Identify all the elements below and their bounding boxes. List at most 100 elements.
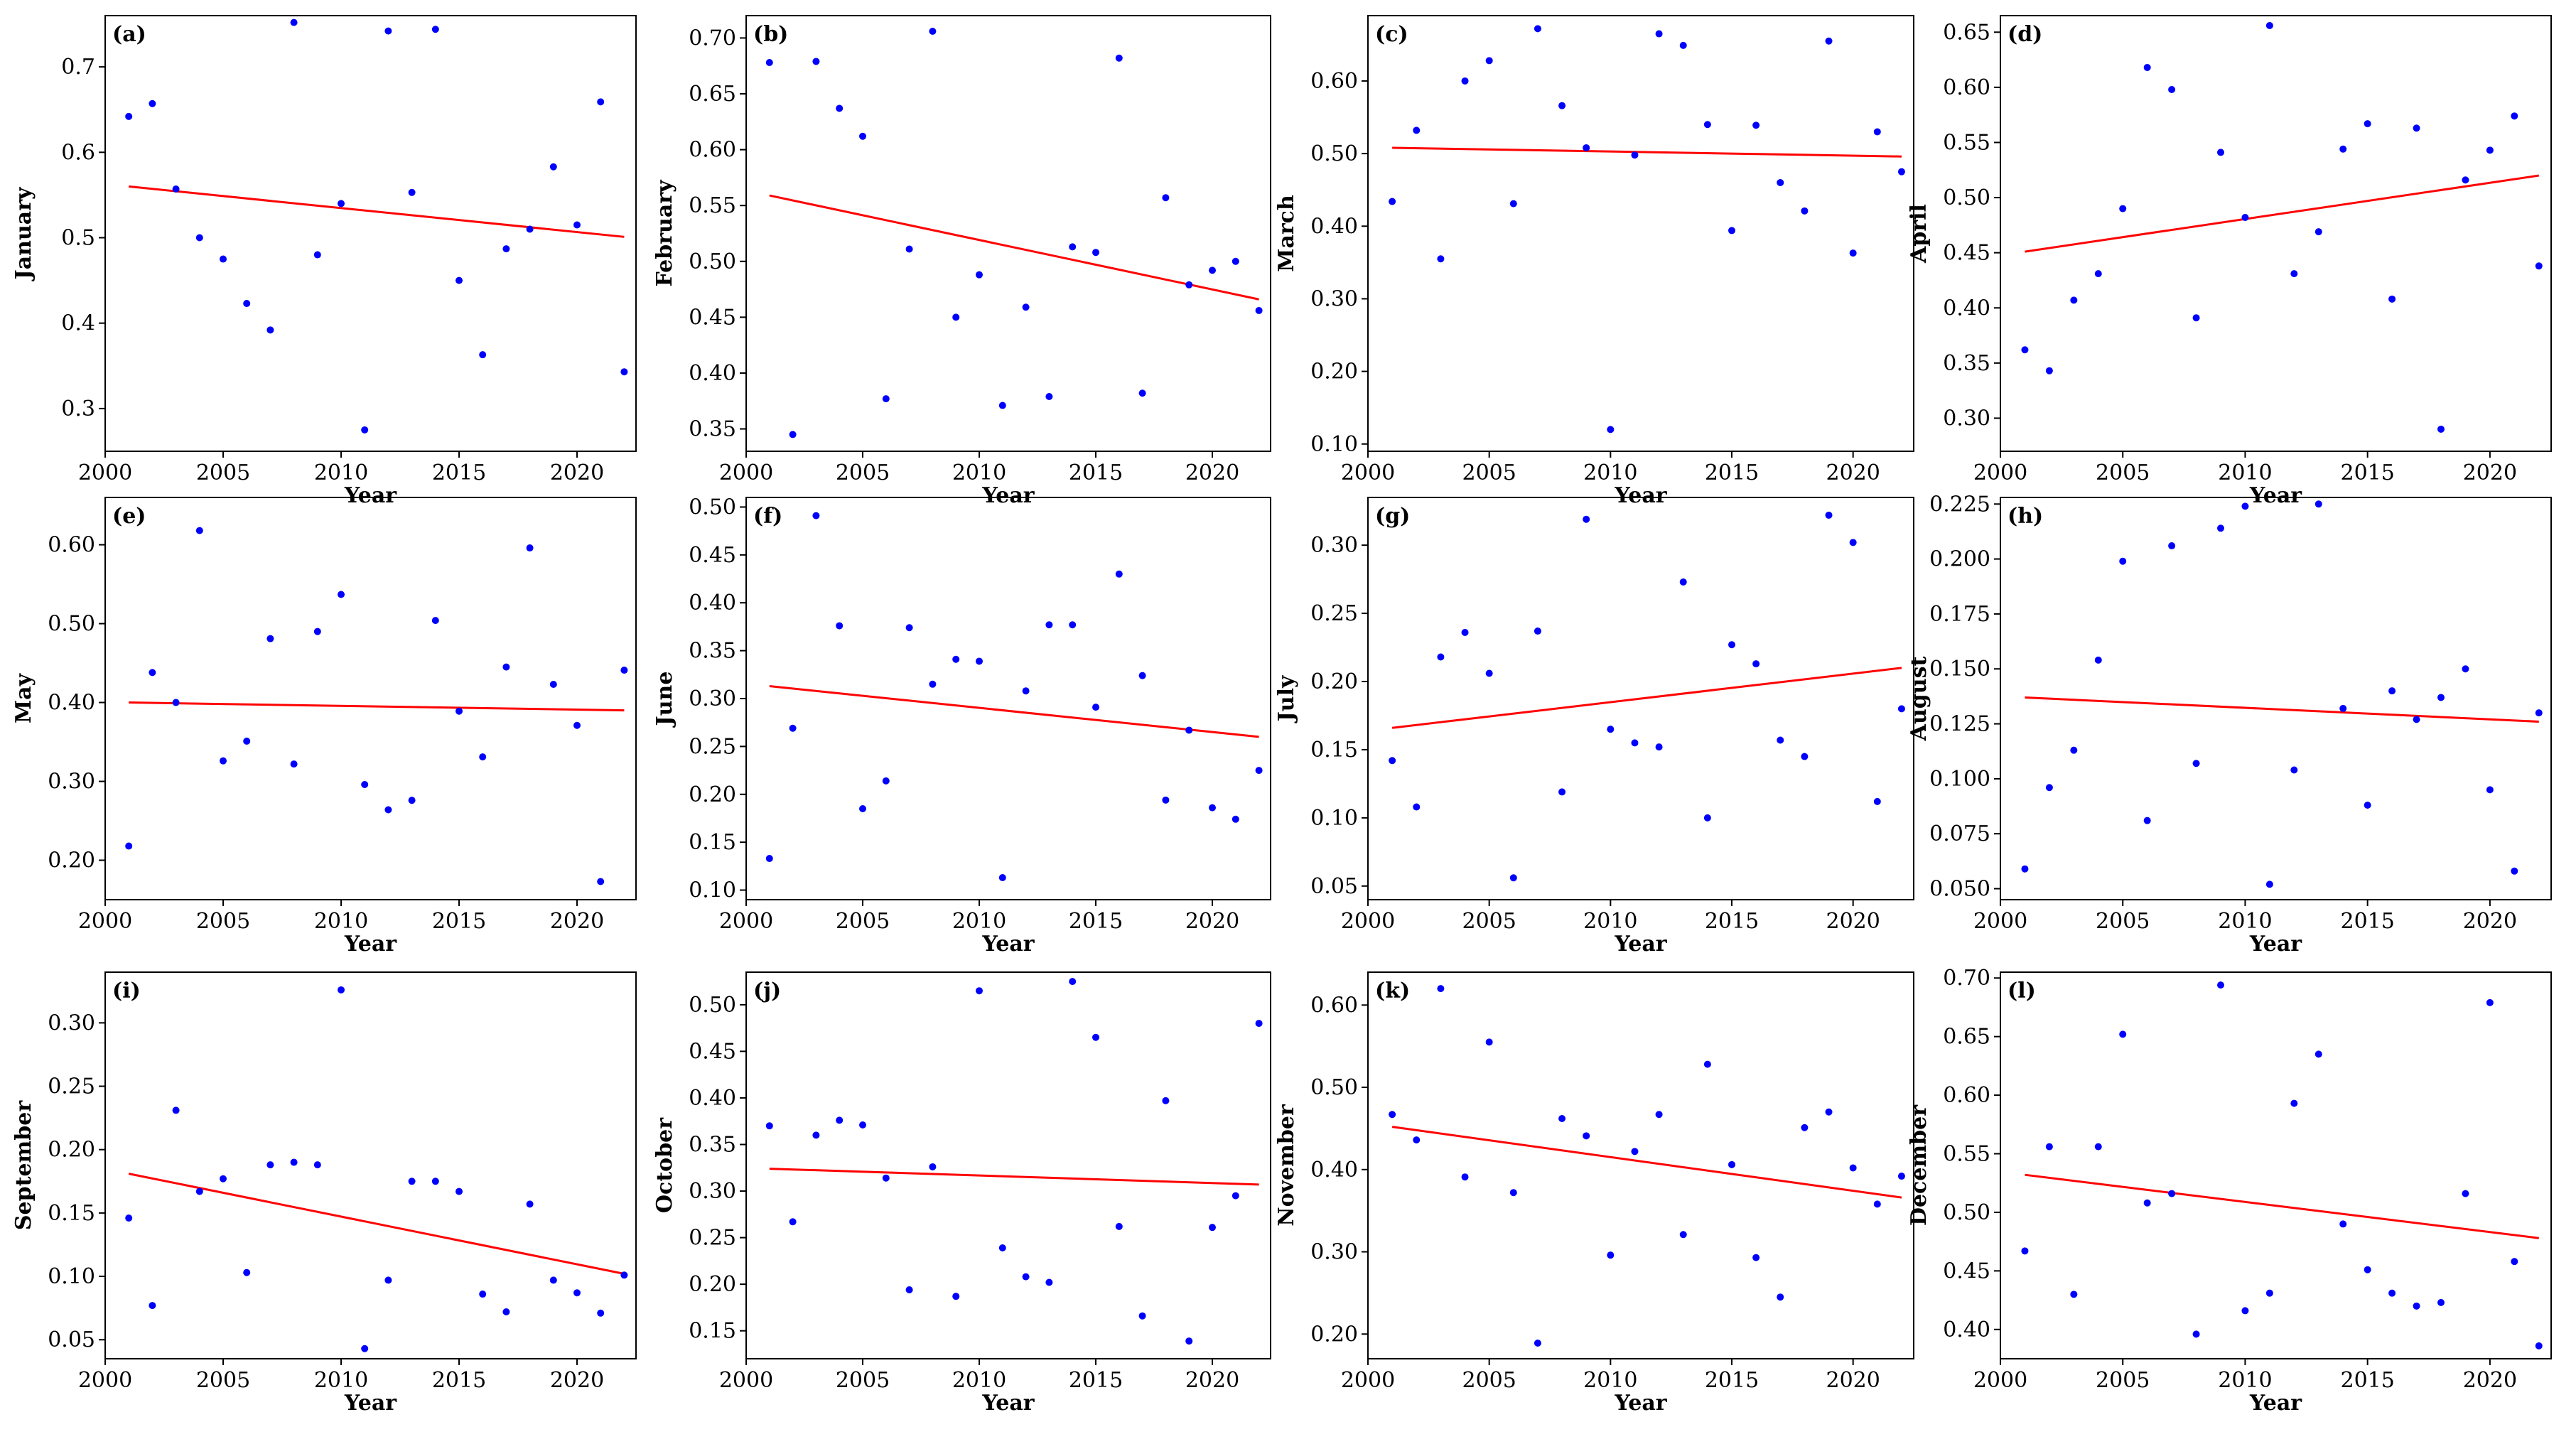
- data-point: [1703, 814, 1711, 822]
- y-tick-label: 0.50: [689, 993, 736, 1018]
- data-point: [620, 667, 628, 674]
- y-tick-label: 0.10: [689, 878, 736, 903]
- y-tick-label: 0.60: [1943, 75, 1990, 100]
- data-point: [1162, 796, 1170, 804]
- data-point: [1232, 1192, 1239, 1200]
- data-point: [172, 699, 180, 706]
- data-point: [1069, 621, 1077, 629]
- x-axis-label: Year: [344, 932, 397, 957]
- x-tick-label: 2015: [1705, 909, 1759, 934]
- data-point: [1777, 736, 1784, 744]
- data-point: [1873, 797, 1881, 805]
- data-point: [361, 1345, 369, 1352]
- x-tick-label: 2015: [1069, 460, 1123, 485]
- x-tick-label: 2010: [2218, 1368, 2272, 1393]
- data-point: [172, 185, 180, 193]
- data-point: [789, 1218, 797, 1226]
- data-point: [220, 1175, 227, 1183]
- data-point: [2070, 1291, 2078, 1298]
- data-point: [195, 527, 203, 534]
- data-point: [1655, 743, 1663, 751]
- data-point: [1461, 628, 1469, 636]
- y-tick-label: 0.20: [1310, 1322, 1358, 1347]
- data-point: [1801, 753, 1809, 760]
- x-axis-label: Year: [1614, 932, 1667, 957]
- x-axis-label: Year: [344, 1391, 397, 1416]
- y-tick-label: 0.3: [61, 397, 95, 421]
- data-point: [2045, 367, 2053, 375]
- x-axis-label: Year: [1614, 483, 1667, 508]
- data-point: [1255, 767, 1263, 775]
- plot-frame: [1367, 497, 1914, 900]
- data-point: [1679, 578, 1687, 586]
- data-point: [2314, 500, 2322, 508]
- x-axis-label: Year: [981, 932, 1035, 957]
- y-tick-label: 0.05: [48, 1327, 95, 1352]
- panel-tag: (k): [1375, 979, 1410, 1003]
- x-tick-label: 2010: [952, 909, 1006, 934]
- y-tick-label: 0.30: [1310, 286, 1358, 311]
- data-point: [1607, 426, 1615, 433]
- x-tick-label: 2000: [78, 460, 132, 485]
- data-point: [338, 200, 345, 208]
- y-tick-label: 0.30: [689, 1179, 736, 1204]
- data-point: [1703, 121, 1711, 129]
- x-tick-label: 2015: [2340, 1368, 2394, 1393]
- data-point: [313, 251, 321, 259]
- y-tick-label: 0.70: [689, 26, 736, 50]
- plot-frame: [745, 15, 1271, 452]
- y-tick-label: 0.50: [1310, 141, 1358, 166]
- y-tick-label: 0.60: [1310, 69, 1358, 94]
- data-point: [431, 26, 439, 33]
- y-tick-label: 0.25: [689, 734, 736, 759]
- y-tick-label: 0.70: [1943, 966, 1990, 991]
- y-tick-label: 0.10: [1310, 806, 1358, 831]
- data-point: [2462, 176, 2469, 184]
- x-tick-label: 2020: [1185, 460, 1239, 485]
- x-tick-label: 2005: [836, 909, 890, 934]
- data-point: [1162, 194, 1170, 202]
- y-tick-label: 0.20: [48, 849, 95, 873]
- chart-panel-8: 2000 2005 2010 2015 2020 0.050 0.075 0.100 0.125…: [1907, 492, 2552, 957]
- y-tick-label: 0.30: [1310, 533, 1358, 558]
- y-tick-label: 0.40: [48, 691, 95, 716]
- y-tick-label: 0.30: [689, 686, 736, 711]
- data-point: [1655, 1111, 1663, 1119]
- data-point: [1631, 151, 1639, 159]
- data-point: [836, 104, 844, 112]
- data-point: [1022, 303, 1030, 311]
- data-point: [1045, 621, 1053, 629]
- data-point: [2143, 817, 2151, 824]
- data-point: [2314, 1050, 2322, 1058]
- y-tick-label: 0.55: [1943, 1142, 1990, 1167]
- data-point: [2045, 784, 2053, 792]
- panel-tag: (i): [112, 979, 141, 1003]
- data-point: [1509, 874, 1517, 882]
- plot-frame: [745, 971, 1271, 1359]
- data-point: [1413, 803, 1421, 811]
- data-point: [1777, 178, 1784, 186]
- data-point: [2070, 746, 2078, 754]
- y-tick-label: 0.150: [1929, 657, 1990, 682]
- data-point: [2143, 1199, 2151, 1207]
- data-point: [549, 163, 557, 171]
- data-point: [1534, 25, 1541, 33]
- data-point: [1232, 815, 1239, 823]
- x-tick-label: 2010: [1583, 1368, 1637, 1393]
- trend-line: [129, 185, 625, 238]
- y-tick-label: 0.60: [689, 138, 736, 163]
- y-tick-label: 0.20: [1310, 669, 1358, 694]
- x-tick-label: 2005: [836, 460, 890, 485]
- data-point: [2388, 687, 2396, 695]
- data-point: [220, 757, 227, 765]
- x-tick-label: 2005: [1462, 1368, 1516, 1393]
- x-tick-label: 2010: [314, 909, 368, 934]
- data-point: [1209, 266, 1216, 274]
- data-point: [952, 1293, 960, 1300]
- data-point: [2119, 205, 2127, 212]
- chart-panel-9: 2000 2005 2010 2015 2020 0.05 0.10 0.15 0.20 0.25…: [11, 971, 637, 1416]
- data-point: [2437, 425, 2445, 433]
- data-point: [149, 669, 156, 677]
- x-tick-label: 2005: [836, 1368, 890, 1393]
- data-point: [1849, 539, 1857, 546]
